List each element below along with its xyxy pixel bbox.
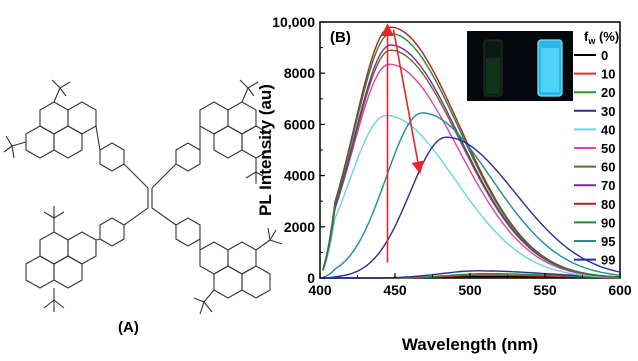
pyrene-unit bbox=[3, 79, 101, 159]
legend-label-60: 60 bbox=[601, 160, 615, 175]
legend: fw (%) 0 10 20 30 40 50 60 70 80 90 95 99 bbox=[574, 29, 619, 268]
x-tick-label: 400 bbox=[308, 282, 332, 298]
legend-label-95: 95 bbox=[601, 234, 615, 249]
legend-label-99: 99 bbox=[601, 253, 615, 268]
y-tick-label: 0 bbox=[307, 270, 315, 286]
arrow-layer bbox=[381, 23, 425, 263]
legend-label-90: 90 bbox=[601, 215, 615, 230]
series-line-95 bbox=[322, 112, 621, 278]
molecular-structure: (A) bbox=[3, 79, 283, 336]
x-axis-label: Wavelength (nm) bbox=[402, 335, 538, 354]
series-line-90 bbox=[322, 32, 621, 278]
y-tick-label: 8000 bbox=[284, 65, 315, 81]
structure-drawing bbox=[3, 79, 283, 315]
y-tick-label: 6000 bbox=[284, 116, 315, 132]
x-tick-label: 500 bbox=[458, 282, 482, 298]
series-layer bbox=[322, 26, 621, 279]
y-tick-label: 2000 bbox=[284, 219, 315, 235]
legend-label-20: 20 bbox=[601, 85, 615, 100]
pyrene-unit bbox=[199, 79, 271, 184]
series-line-99 bbox=[322, 136, 621, 279]
legend-label-0: 0 bbox=[601, 48, 608, 63]
legend-label-50: 50 bbox=[601, 141, 615, 156]
y-axis-label: PL Intensity (au) bbox=[256, 84, 275, 216]
panel-b-label: (B) bbox=[330, 29, 351, 46]
x-tick-label: 450 bbox=[383, 282, 407, 298]
pyrene-unit bbox=[25, 206, 101, 312]
legend-label-30: 30 bbox=[601, 104, 615, 119]
x-tick-label: 550 bbox=[533, 282, 557, 298]
x-tick-label: 600 bbox=[608, 282, 632, 298]
redshift-arrow bbox=[392, 29, 425, 175]
legend-label-40: 40 bbox=[601, 122, 615, 137]
legend-title: fw (%) bbox=[584, 29, 619, 46]
y-tick-label: 4000 bbox=[284, 168, 315, 184]
legend-label-10: 10 bbox=[601, 67, 615, 82]
pyrene-unit bbox=[193, 227, 283, 315]
inset-photo bbox=[467, 31, 573, 101]
panel-a-label: (A) bbox=[118, 319, 139, 336]
series-line-40 bbox=[322, 114, 621, 279]
legend-label-70: 70 bbox=[601, 178, 615, 193]
series-line-30 bbox=[323, 270, 621, 279]
series-line-50 bbox=[322, 63, 621, 278]
y-tick-label: 10,000 bbox=[272, 14, 315, 30]
legend-label-80: 80 bbox=[601, 197, 615, 212]
